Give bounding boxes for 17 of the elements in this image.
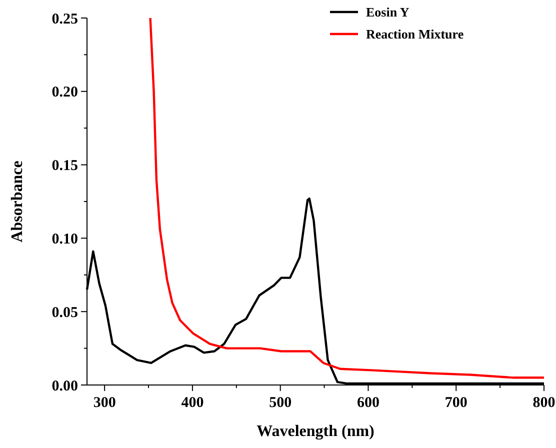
x-tick-label: 800 [532,395,556,411]
line-series [149,16,546,379]
x-axis-title: Wavelength (nm) [256,423,374,440]
x-tick-label: 700 [444,395,468,411]
legend-label: Eosin Y [366,4,410,20]
x-tick-label: 400 [181,395,204,411]
x-tick-label: 500 [269,395,292,411]
legend-label: Reaction Mixture [366,26,464,42]
y-tick-label: 0.05 [52,304,78,321]
y-axis-title: Absorbance [9,160,26,242]
y-tick-label: 0.15 [52,158,78,174]
y-tick-label: 0.25 [52,11,78,28]
y-tick-label: 0.10 [52,231,78,248]
y-tick-label: 0.20 [52,84,78,101]
x-tick-label: 300 [93,395,116,411]
text: 0.00 [52,378,78,394]
x-tick-label: 600 [356,395,380,411]
